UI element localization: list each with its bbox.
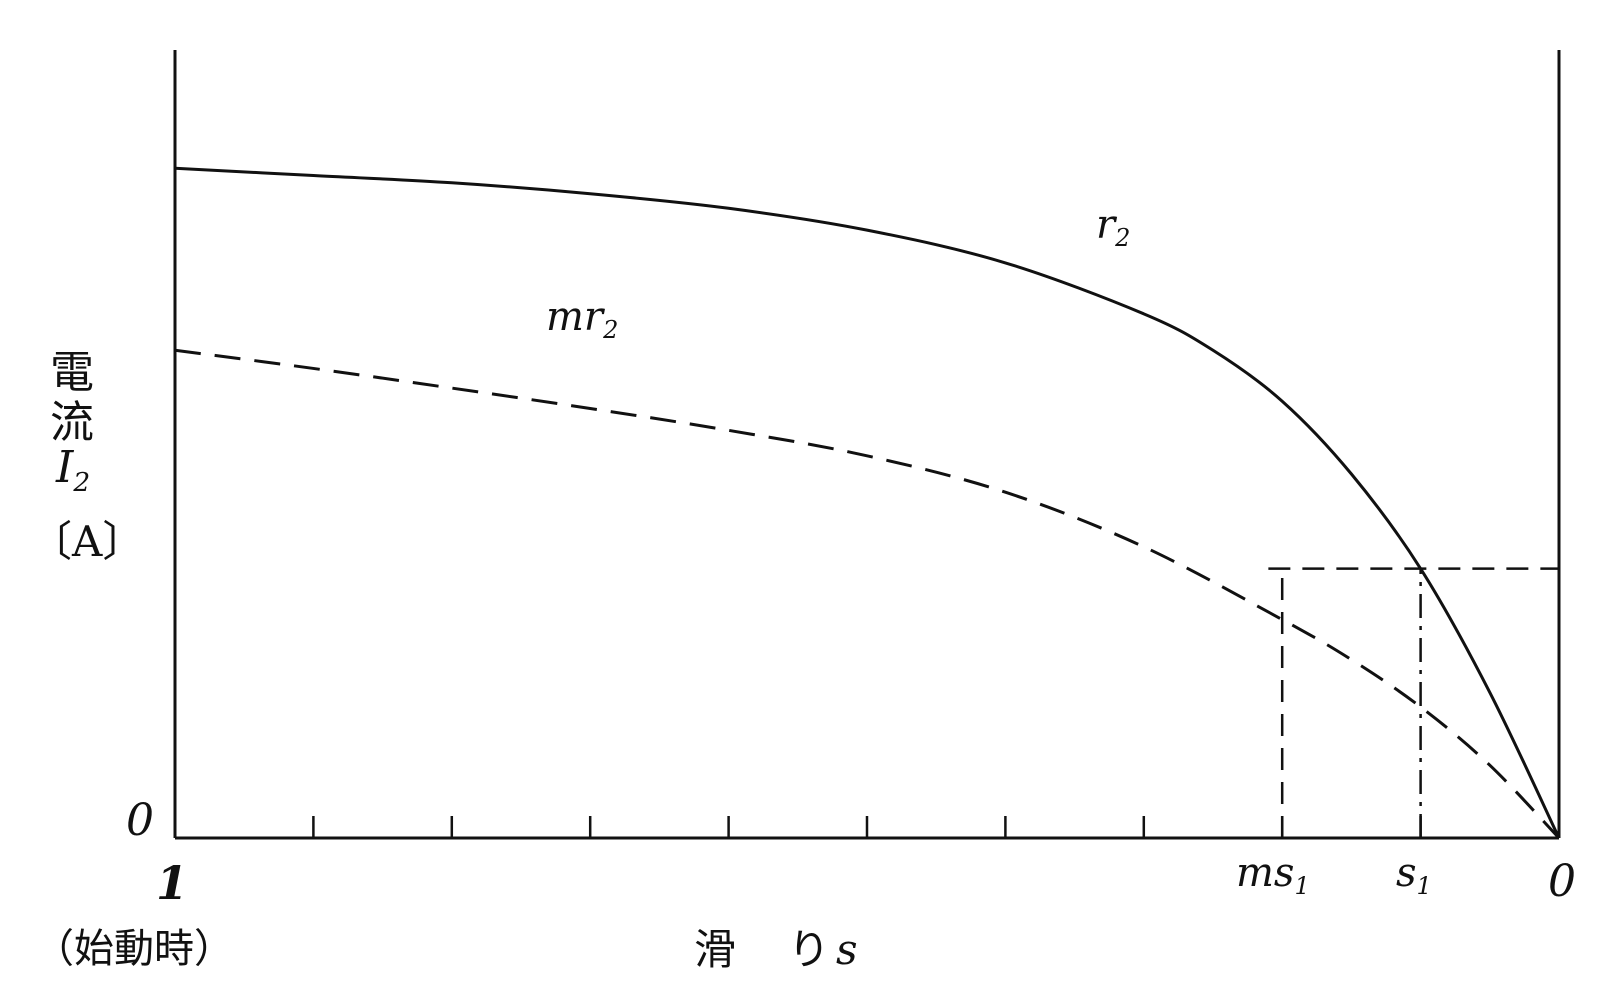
y-axis-label-char-2: 流 [50, 397, 94, 448]
series-label-r2-sub: 2 [1115, 224, 1131, 253]
x-right-label: 0 [1548, 856, 1576, 907]
x-ticks [312, 816, 1422, 838]
marker-label-ms1-main: ms [1236, 850, 1295, 896]
series-line-mr2 [174, 348, 1561, 840]
y-axis-symbol-sub: 2 [73, 467, 91, 499]
y-axis-symbol: I2 [56, 442, 90, 498]
marker-label-s1-sub: 1 [1416, 872, 1432, 901]
marker-label-s1: s1 [1396, 850, 1432, 900]
series-label-mr2-sub: 2 [603, 316, 619, 345]
series-label-r2-main: r [1096, 202, 1116, 248]
x-left-label: 1 [156, 856, 189, 910]
marker-label-s1-main: s [1396, 850, 1417, 896]
guide-lines [1268, 567, 1559, 838]
series-label-r2: r2 [1096, 202, 1130, 252]
x-axis-title-var: s [836, 925, 858, 974]
x-axis-title-char-2: り [788, 925, 831, 974]
y-axis-symbol-main: I [56, 442, 74, 493]
y-axis-label-char-1: 電 [50, 347, 94, 398]
marker-label-ms1: ms1 [1236, 850, 1310, 900]
y-axis-unit: 〔A〕 [30, 517, 145, 566]
series-line-r2 [174, 166, 1561, 839]
axes [173, 50, 1561, 840]
series-label-mr2: mr2 [546, 294, 618, 344]
y-origin-label: 0 [126, 795, 154, 846]
series-label-mr2-main: mr [546, 294, 604, 340]
curves [174, 166, 1561, 840]
marker-label-ms1-sub: 1 [1294, 872, 1310, 901]
x-axis-title-char-1: 滑 [694, 925, 737, 974]
x-left-note: （始動時） [34, 926, 234, 972]
